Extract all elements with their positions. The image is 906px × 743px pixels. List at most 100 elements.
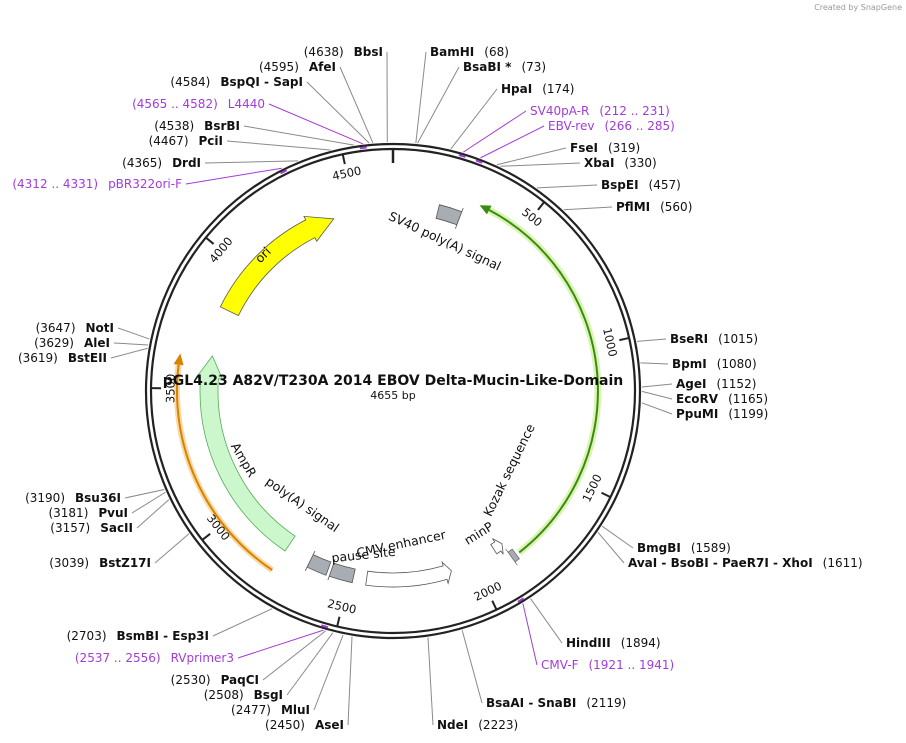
site-leader bbox=[131, 491, 166, 514]
feature-label: pause site bbox=[331, 544, 397, 566]
plasmid-length: 4655 bp bbox=[370, 389, 415, 402]
green-head bbox=[479, 205, 492, 215]
tick-label: 4000 bbox=[206, 234, 235, 266]
primer-mark bbox=[458, 154, 466, 158]
tick-mark bbox=[491, 600, 498, 611]
site-label: (2477) MluI bbox=[231, 703, 310, 717]
site-label: BsaBI * (73) bbox=[463, 60, 546, 74]
site-label: HindIII (1894) bbox=[566, 636, 661, 650]
site-leader bbox=[204, 160, 299, 164]
label-name: AfeI bbox=[309, 60, 336, 74]
feature-label: minP bbox=[461, 518, 496, 547]
primer-label: (4565 .. 4582) L4440 bbox=[132, 97, 265, 111]
label-position: (174) bbox=[542, 82, 574, 96]
label-name: BsaAI - SnaBI bbox=[486, 696, 576, 710]
site-label: HpaI (174) bbox=[501, 82, 574, 96]
plasmid-title: pGL4.23 A82V/T230A 2014 EBOV Delta-Mucin… bbox=[163, 373, 624, 389]
label-name: BspEI bbox=[601, 178, 639, 192]
site-label: PflMI (560) bbox=[616, 200, 692, 214]
site-label: BspEI (457) bbox=[601, 178, 681, 192]
site-leader bbox=[461, 630, 483, 704]
site-leader bbox=[417, 66, 460, 144]
tick-label: 1000 bbox=[600, 326, 620, 358]
pause-box-1 bbox=[304, 550, 332, 576]
primer-leader bbox=[185, 167, 282, 185]
label-name: PaqCI bbox=[221, 673, 259, 687]
primer-leader bbox=[463, 110, 527, 153]
site-label: (3629) AleI bbox=[34, 336, 110, 350]
label-name: Bsu36I bbox=[75, 491, 121, 505]
label-name: HpaI bbox=[501, 82, 532, 96]
site-label: XbaI (330) bbox=[584, 156, 657, 170]
label-position: (3181) bbox=[48, 506, 88, 520]
label-name: BsgI bbox=[254, 688, 283, 702]
label-name: BseRI bbox=[670, 332, 708, 346]
label-position: (560) bbox=[660, 200, 692, 214]
tick-mark bbox=[205, 236, 215, 245]
label-position: (3629) bbox=[34, 336, 74, 350]
site-label: (2703) BsmBI - Esp3I bbox=[67, 629, 209, 643]
sv40-box bbox=[435, 204, 464, 229]
tick-mark bbox=[341, 154, 346, 165]
label-name: PpuMI bbox=[676, 407, 718, 421]
primer-mark bbox=[280, 169, 288, 175]
label-position: (3039) bbox=[49, 556, 89, 570]
primer-mark bbox=[321, 624, 329, 629]
label-position: (1199) bbox=[728, 407, 768, 421]
site-leader bbox=[415, 51, 427, 144]
label-name: NdeI bbox=[437, 718, 468, 732]
site-leader bbox=[212, 608, 273, 637]
label-name: BmgBI bbox=[637, 541, 681, 555]
site-leader bbox=[636, 338, 667, 342]
orange-head bbox=[173, 353, 184, 366]
tick-mark bbox=[537, 201, 545, 211]
label-name: EBV-rev bbox=[548, 119, 594, 133]
feature-label: Kozak sequence bbox=[480, 421, 538, 519]
label-position: (3619) bbox=[18, 351, 58, 365]
site-label: (2508) BsgI bbox=[204, 688, 283, 702]
label-name: BspQI - SapI bbox=[220, 75, 303, 89]
tick-mark bbox=[601, 491, 611, 499]
label-name: FseI bbox=[570, 141, 598, 155]
label-position: (1080) bbox=[717, 357, 757, 371]
green-line bbox=[488, 209, 599, 554]
label-position: (319) bbox=[608, 141, 640, 155]
label-position: (2530) bbox=[171, 673, 211, 687]
tick-label: 2500 bbox=[326, 596, 358, 616]
label-name: PflMI bbox=[616, 200, 650, 214]
site-leader bbox=[243, 125, 354, 146]
label-name: HindIII bbox=[566, 636, 611, 650]
site-leader bbox=[641, 402, 673, 415]
label-name: AleI bbox=[84, 336, 110, 350]
site-label: (4538) BsrBI bbox=[154, 119, 240, 133]
site-leader bbox=[124, 488, 165, 499]
tick-label: 500 bbox=[519, 205, 545, 230]
primer-label: CMV-F (1921 .. 1941) bbox=[541, 658, 674, 672]
label-position: (68) bbox=[484, 45, 509, 59]
label-position: (73) bbox=[521, 60, 546, 74]
site-leader bbox=[563, 206, 613, 211]
label-name: BsrBI bbox=[204, 119, 240, 133]
primer-mark bbox=[475, 159, 483, 164]
site-leader bbox=[640, 362, 669, 365]
site-leader bbox=[117, 327, 150, 340]
label-name: AgeI bbox=[676, 377, 706, 391]
tick-mark bbox=[336, 616, 341, 627]
site-label: NdeI (2223) bbox=[437, 718, 518, 732]
label-position: (2223) bbox=[478, 718, 518, 732]
label-position: (457) bbox=[649, 178, 681, 192]
label-name: DrdI bbox=[172, 156, 201, 170]
credit: Created by SnapGene bbox=[814, 3, 902, 12]
site-label: (4584) BspQI - SapI bbox=[170, 75, 303, 89]
label-position: (1015) bbox=[718, 332, 758, 346]
label-position: (1152) bbox=[716, 377, 756, 391]
tick-label: 1500 bbox=[579, 472, 604, 504]
site-label: BseRI (1015) bbox=[670, 332, 758, 346]
primer-label: (4312 .. 4331) pBR322ori-F bbox=[12, 177, 182, 191]
label-position: (2508) bbox=[204, 688, 244, 702]
primer-leader bbox=[237, 629, 324, 659]
label-position: (330) bbox=[624, 156, 656, 170]
site-label: (3647) NotI bbox=[36, 321, 114, 335]
